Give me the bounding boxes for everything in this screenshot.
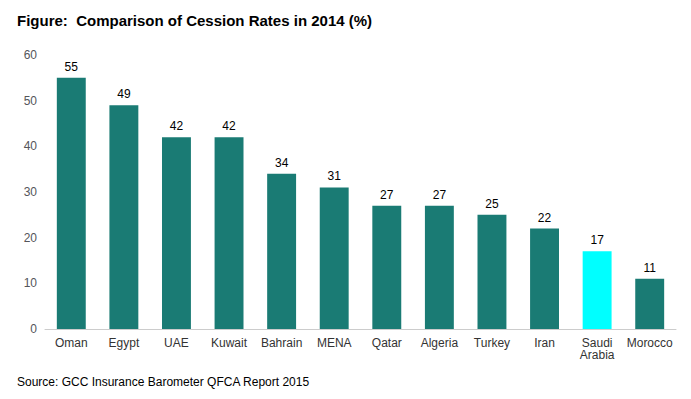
svg-text:Algeria: Algeria	[421, 336, 459, 350]
svg-text:20: 20	[24, 231, 38, 245]
svg-text:11: 11	[643, 261, 656, 275]
svg-text:42: 42	[170, 119, 184, 133]
svg-text:Saudi: Saudi	[581, 336, 613, 350]
svg-text:30: 30	[24, 185, 38, 199]
svg-text:MENA: MENA	[317, 336, 352, 350]
svg-text:Egypt: Egypt	[109, 336, 140, 350]
svg-text:50: 50	[24, 94, 38, 108]
svg-text:49: 49	[117, 87, 131, 101]
svg-text:Source: GCC Insurance Baromete: Source: GCC Insurance Barometer QFCA Rep…	[17, 375, 309, 389]
svg-text:Arabia: Arabia	[580, 348, 615, 362]
svg-text:55: 55	[65, 60, 79, 74]
svg-text:25: 25	[485, 197, 499, 211]
svg-text:Oman: Oman	[55, 336, 88, 350]
svg-text:31: 31	[328, 169, 342, 183]
svg-text:UAE: UAE	[164, 336, 189, 350]
svg-text:Figure: Comparison of Cession: Figure: Comparison of Cession Rates in 2…	[17, 12, 372, 29]
svg-text:60: 60	[24, 48, 38, 62]
svg-text:Kuwait: Kuwait	[211, 336, 248, 350]
svg-text:40: 40	[24, 139, 38, 153]
svg-text:Iran: Iran	[534, 336, 555, 350]
svg-text:17: 17	[590, 233, 604, 247]
svg-text:42: 42	[222, 119, 236, 133]
svg-text:27: 27	[433, 188, 447, 202]
svg-text:0: 0	[30, 322, 37, 336]
svg-text:Qatar: Qatar	[372, 336, 402, 350]
svg-text:22: 22	[538, 211, 552, 225]
svg-text:34: 34	[275, 156, 289, 170]
svg-text:Bahrain: Bahrain	[261, 336, 302, 350]
svg-text:10: 10	[24, 276, 38, 290]
svg-text:Morocco: Morocco	[627, 336, 673, 350]
svg-text:27: 27	[380, 188, 394, 202]
svg-text:Turkey: Turkey	[474, 336, 510, 350]
